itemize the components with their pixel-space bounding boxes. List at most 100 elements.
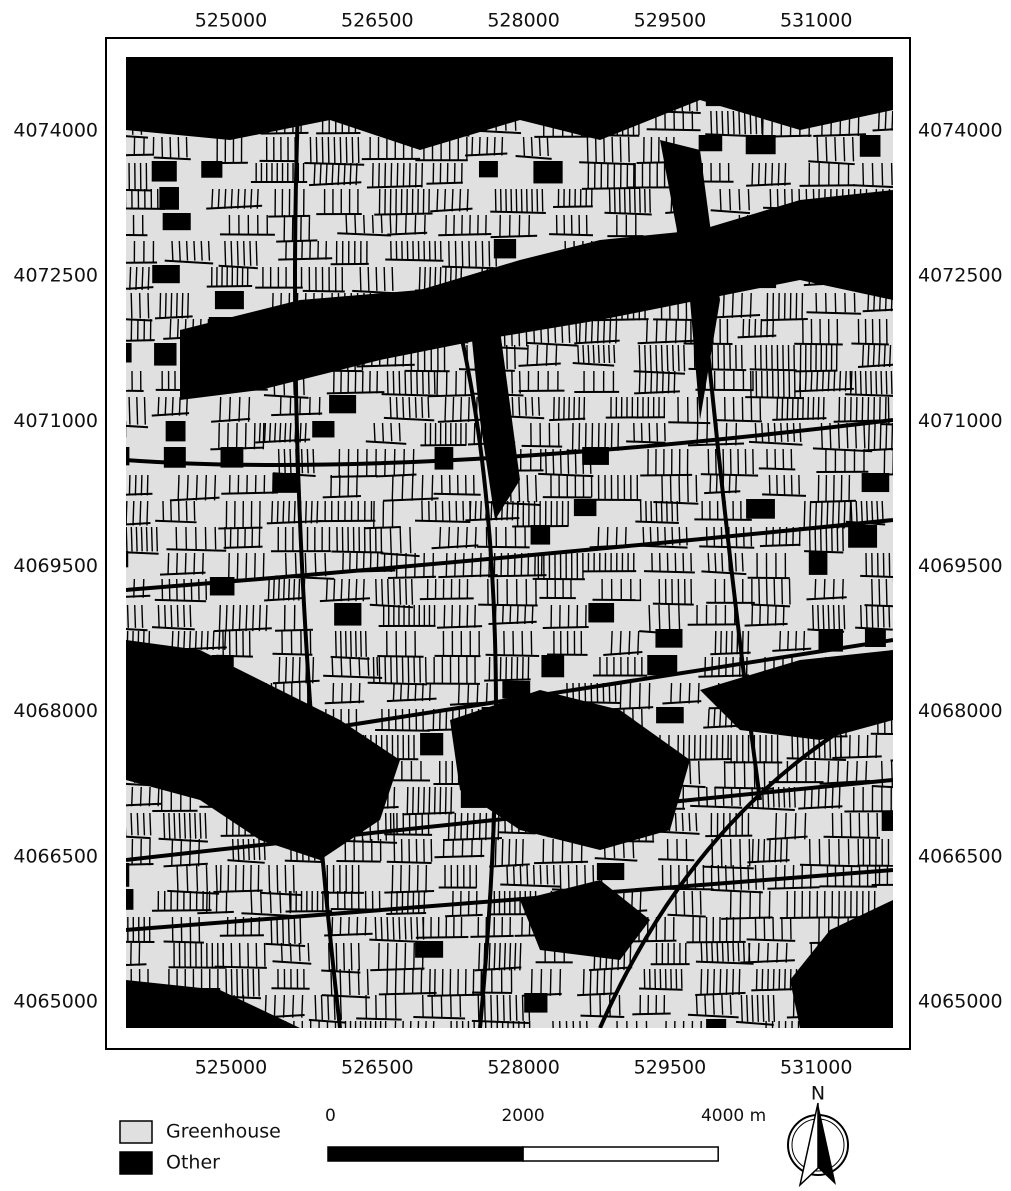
field-divider	[534, 319, 535, 343]
field-divider	[488, 423, 489, 445]
field-divider	[504, 995, 505, 1021]
field-divider	[415, 397, 416, 418]
field-divider	[390, 215, 391, 233]
field-divider	[405, 371, 406, 394]
field-divider	[655, 813, 656, 831]
field-divider	[878, 605, 879, 628]
field-divider	[485, 995, 486, 1021]
field-divider	[645, 345, 646, 371]
field-divider	[813, 241, 814, 261]
field-divider	[356, 579, 357, 601]
field-divider	[132, 111, 133, 135]
field-divider	[669, 813, 670, 831]
field-divider	[682, 813, 683, 831]
field-divider	[673, 345, 674, 371]
field-divider	[403, 397, 404, 418]
field-divider	[356, 163, 357, 185]
field-divider	[715, 553, 716, 571]
field-divider	[184, 605, 185, 627]
field-divider	[789, 579, 790, 605]
field-divider	[597, 969, 598, 995]
field-divider	[711, 111, 712, 134]
field-divider	[333, 683, 334, 703]
field-divider	[512, 371, 513, 394]
field-divider	[847, 761, 848, 784]
field-divider	[780, 631, 781, 651]
field-divider	[676, 319, 677, 343]
field-divider	[149, 787, 150, 806]
field-divider	[187, 397, 188, 416]
field-divider	[187, 735, 188, 760]
field-divider	[165, 397, 166, 416]
field-divider	[768, 605, 769, 626]
field-boundary	[686, 942, 745, 943]
field-divider	[804, 241, 805, 261]
field-divider	[833, 605, 834, 629]
field-boundary	[584, 135, 639, 136]
other-parcel	[166, 421, 186, 441]
field-divider	[662, 345, 663, 371]
field-divider	[618, 787, 619, 807]
field-divider	[147, 501, 148, 526]
field-divider	[685, 189, 686, 213]
field-divider	[756, 111, 757, 134]
field-divider	[667, 345, 668, 371]
field-divider	[583, 345, 584, 363]
field-divider	[138, 85, 139, 107]
field-divider	[497, 319, 498, 346]
field-divider	[546, 345, 547, 366]
field-divider	[409, 397, 410, 418]
field-divider	[237, 969, 238, 997]
field-divider	[216, 865, 217, 891]
field-divider	[572, 735, 573, 762]
field-divider	[253, 605, 254, 631]
field-divider	[764, 215, 765, 233]
field-divider	[606, 709, 607, 731]
field-divider	[303, 371, 304, 395]
field-divider	[133, 501, 134, 526]
field-boundary	[699, 546, 754, 547]
field-divider	[292, 657, 293, 683]
field-divider	[430, 683, 431, 701]
field-divider	[346, 137, 347, 163]
field-divider	[615, 709, 616, 731]
field-divider	[623, 85, 624, 106]
field-divider	[377, 657, 378, 676]
field-divider	[274, 995, 275, 1018]
field-divider	[449, 111, 450, 133]
y-coord-label-left: 4069500	[13, 555, 98, 577]
field-boundary	[641, 293, 689, 294]
field-divider	[320, 163, 321, 185]
field-divider	[700, 891, 701, 915]
other-parcel	[655, 629, 682, 648]
field-divider	[811, 371, 812, 391]
field-divider	[787, 241, 788, 261]
field-divider	[732, 293, 733, 318]
field-divider	[510, 475, 511, 502]
field-divider	[587, 787, 588, 807]
field-divider	[326, 579, 327, 601]
field-boundary	[356, 1018, 402, 1019]
field-divider	[678, 345, 679, 371]
map-body	[106, 57, 946, 1049]
other-parcel	[158, 993, 177, 1016]
field-divider	[425, 267, 426, 291]
field-boundary	[821, 109, 874, 110]
field-divider	[497, 995, 498, 1021]
field-divider	[579, 319, 580, 343]
field-divider	[248, 969, 249, 997]
field-divider	[263, 423, 264, 449]
field-divider	[733, 943, 734, 962]
field-divider	[778, 241, 779, 261]
field-divider	[551, 891, 552, 910]
field-divider	[229, 111, 230, 132]
field-divider	[394, 579, 395, 605]
field-divider	[293, 865, 294, 893]
other-parcel	[577, 915, 602, 939]
field-divider	[785, 189, 786, 208]
field-divider	[264, 85, 265, 110]
field-divider	[299, 579, 300, 600]
field-divider	[625, 761, 626, 779]
field-boundary	[658, 859, 694, 860]
field-divider	[609, 345, 610, 363]
